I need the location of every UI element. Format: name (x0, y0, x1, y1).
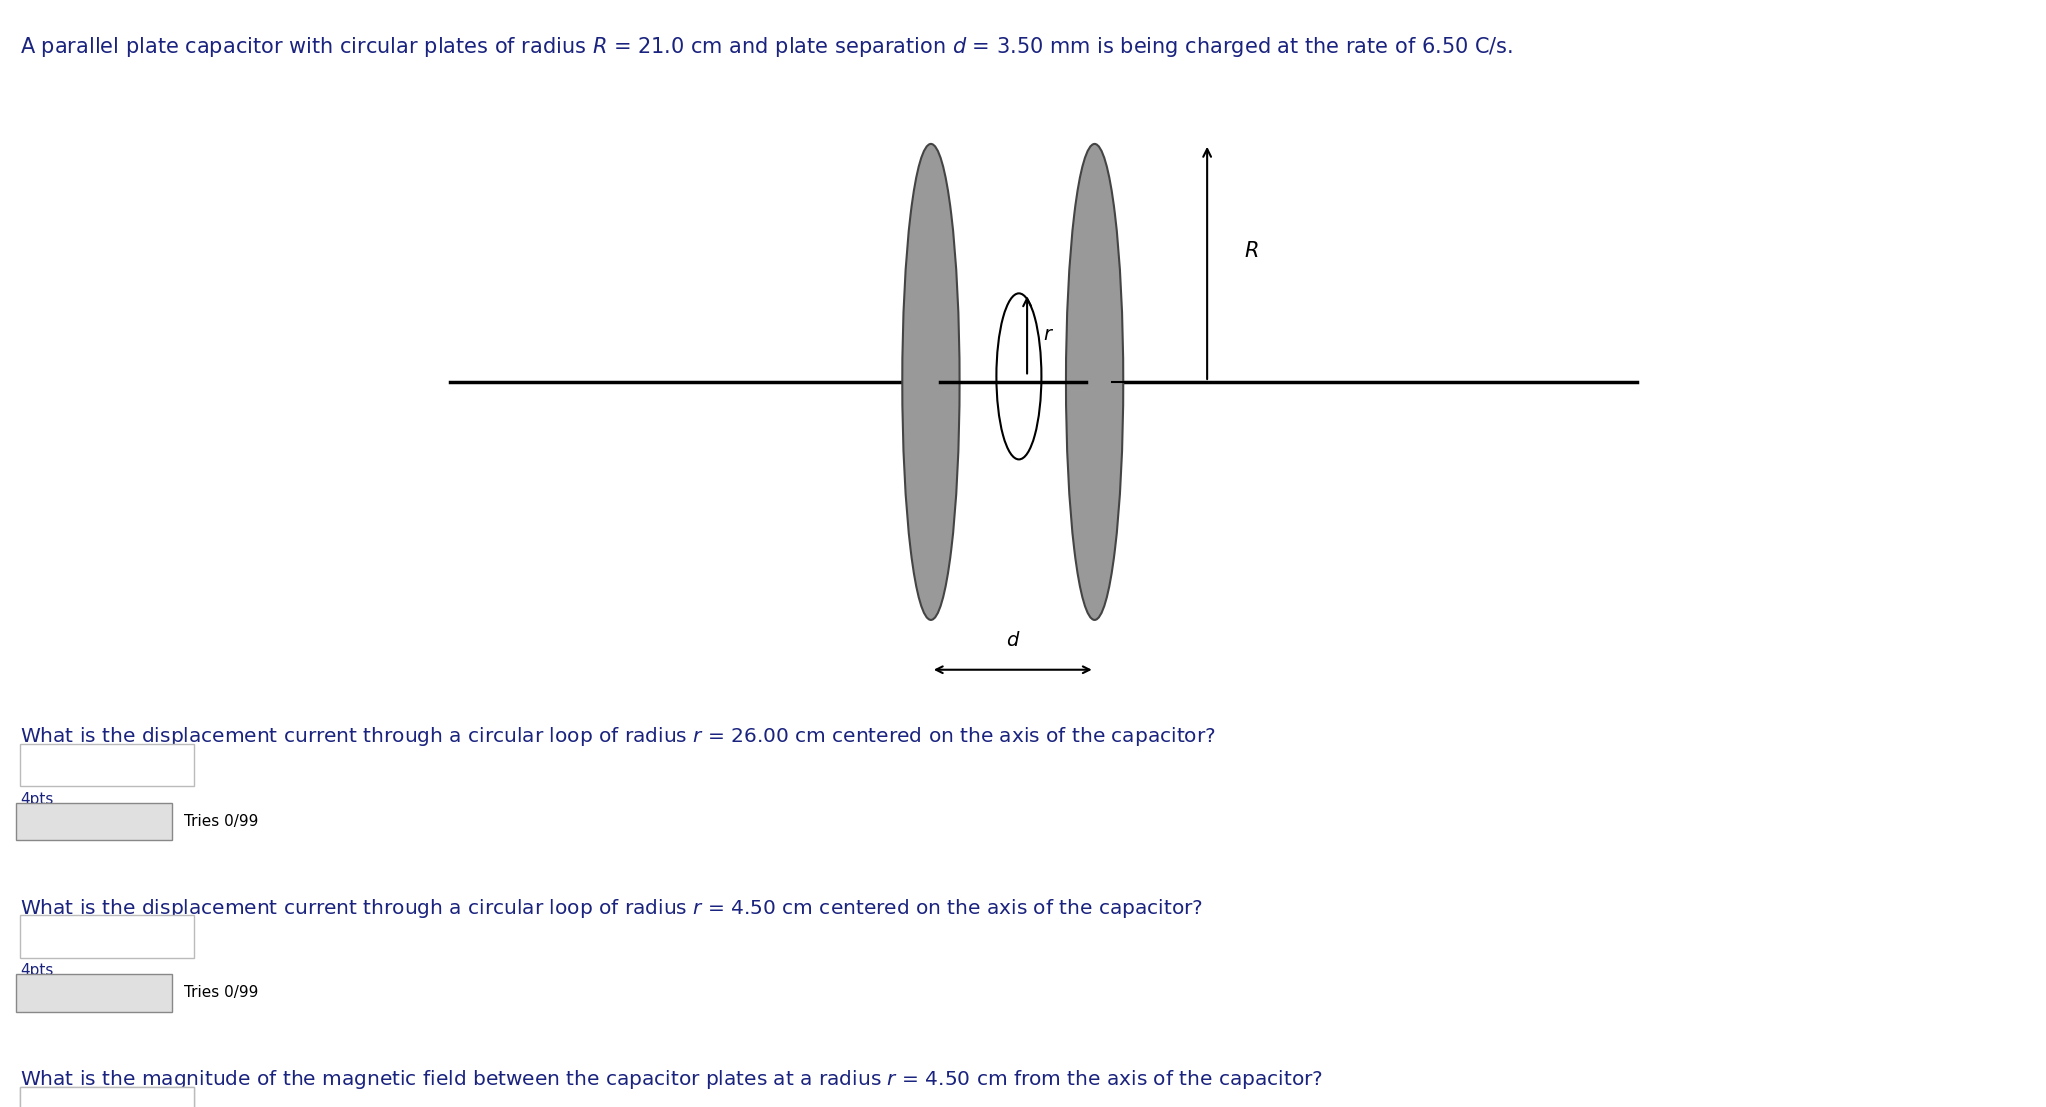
FancyBboxPatch shape (20, 1087, 194, 1107)
Text: Submit Answer: Submit Answer (39, 814, 149, 829)
Text: What is the displacement current through a circular loop of radius $\it{r}$ = 26: What is the displacement current through… (20, 725, 1215, 748)
Ellipse shape (996, 293, 1041, 459)
FancyBboxPatch shape (16, 974, 172, 1012)
Text: Submit Answer: Submit Answer (39, 985, 149, 1001)
Text: 4pts: 4pts (20, 963, 53, 979)
FancyBboxPatch shape (20, 915, 194, 958)
Text: 4pts: 4pts (20, 792, 53, 807)
Ellipse shape (902, 144, 960, 620)
Text: Tries 0/99: Tries 0/99 (184, 985, 258, 1001)
FancyBboxPatch shape (20, 744, 194, 786)
FancyBboxPatch shape (20, 1087, 194, 1107)
Ellipse shape (1066, 144, 1123, 620)
Text: What is the displacement current through a circular loop of radius $\it{r}$ = 4.: What is the displacement current through… (20, 897, 1203, 920)
FancyBboxPatch shape (16, 803, 172, 840)
Text: A parallel plate capacitor with circular plates of radius $\it{R}$ = 21.0 cm and: A parallel plate capacitor with circular… (20, 35, 1514, 60)
Text: What is the magnitude of the magnetic field between the capacitor plates at a ra: What is the magnitude of the magnetic fi… (20, 1068, 1324, 1092)
Text: $\it{r}$: $\it{r}$ (1043, 325, 1054, 344)
Text: $\it{d}$: $\it{d}$ (1005, 631, 1021, 650)
Text: $\it{R}$: $\it{R}$ (1244, 241, 1258, 261)
Text: Tries 0/99: Tries 0/99 (184, 814, 258, 829)
